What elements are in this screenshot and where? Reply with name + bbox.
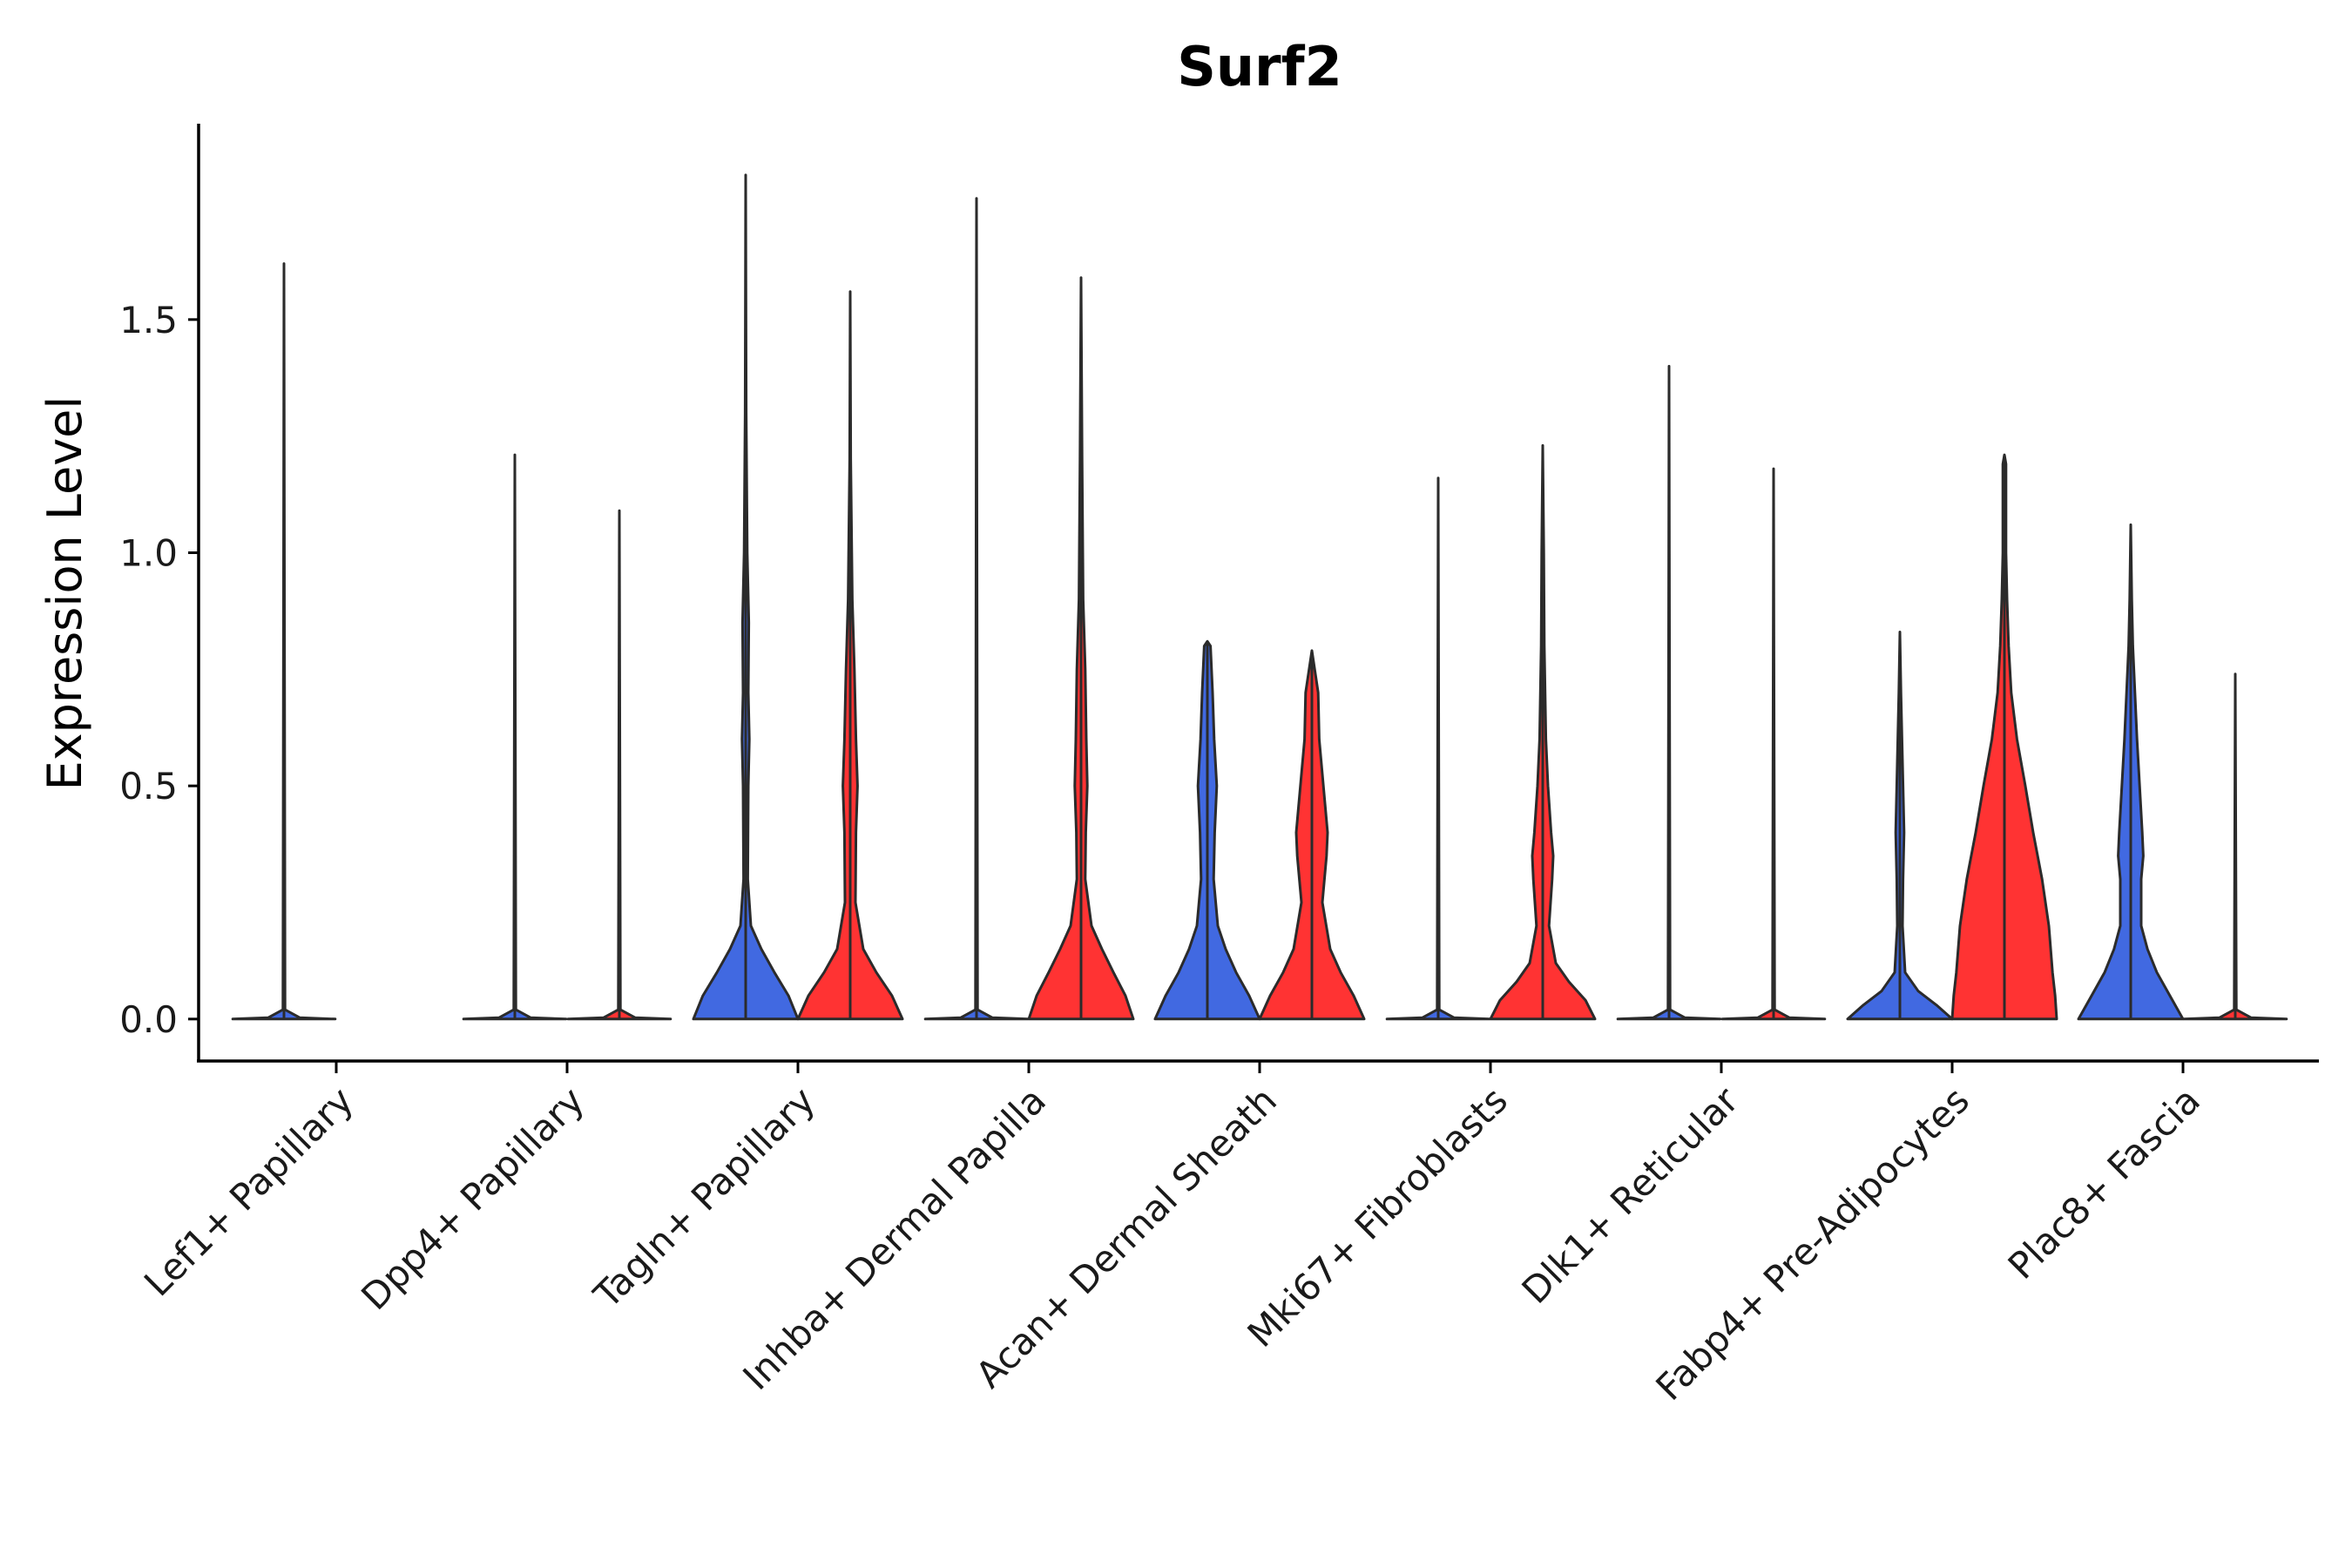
- x-tick-label: Lef1+ Papillary: [136, 1078, 362, 1304]
- x-tick-label: Dlk1+ Reticular: [1514, 1078, 1747, 1312]
- x-tick-label: Mki67+ Fibroblasts: [1240, 1078, 1516, 1355]
- violins-layer: [231, 173, 2288, 1021]
- chart-title: Surf2: [1177, 35, 1342, 98]
- y-ticks: 0.0 0.5 1.0 1.5: [119, 299, 199, 1041]
- x-tick-label: Plac8+ Fascia: [2000, 1078, 2208, 1287]
- y-tick-label: 0.5: [119, 765, 178, 808]
- x-tick-label: Dpp4+ Papillary: [353, 1078, 592, 1318]
- y-tick-label: 0.0: [119, 998, 178, 1041]
- y-tick-label: 1.5: [119, 299, 178, 341]
- y-axis-label: Expression Level: [37, 396, 92, 791]
- x-tick-label: Tagln+ Papillary: [585, 1078, 823, 1316]
- y-tick-label: 1.0: [119, 531, 178, 574]
